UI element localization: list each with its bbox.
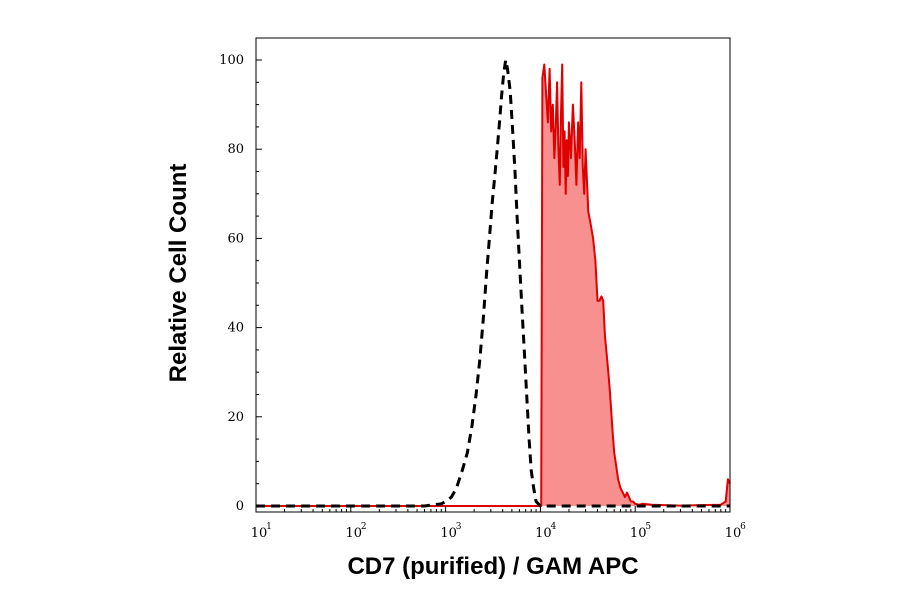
y-tick-label: 20: [227, 410, 244, 425]
x-tick-exponent: 2: [361, 522, 367, 532]
series-layer: [256, 58, 731, 508]
x-tick-label: 10: [725, 526, 742, 541]
y-tick-label: 0: [236, 499, 244, 514]
x-axis: 101 102 103 104 105 106: [251, 506, 746, 541]
y-tick-label: 40: [227, 321, 244, 336]
control-series-line: [256, 58, 730, 508]
series-fill-area: [256, 64, 730, 506]
x-axis-title: CD7 (purified) / GAM APC: [347, 553, 638, 580]
x-tick-exponent: 4: [551, 522, 557, 532]
x-tick-exponent: 6: [740, 522, 746, 532]
stained-series-line: [256, 63, 731, 507]
x-tick-exponent: 3: [456, 522, 462, 532]
y-tick-label: 100: [219, 53, 244, 68]
y-tick-label: 60: [227, 231, 244, 246]
y-axis: 0 20 40 60 80 100: [219, 53, 262, 514]
plot-frame: [255, 37, 731, 513]
y-tick-label: 80: [227, 142, 244, 157]
y-axis-title: Relative Cell Count: [165, 164, 192, 383]
x-tick-exponent: 5: [645, 522, 651, 532]
x-tick-label: 10: [440, 526, 457, 541]
x-tick-label: 10: [251, 526, 268, 541]
x-tick-label: 10: [535, 526, 552, 541]
x-tick-exponent: 1: [266, 522, 272, 532]
x-tick-label: 10: [346, 526, 363, 541]
x-tick-label: 10: [630, 526, 647, 541]
